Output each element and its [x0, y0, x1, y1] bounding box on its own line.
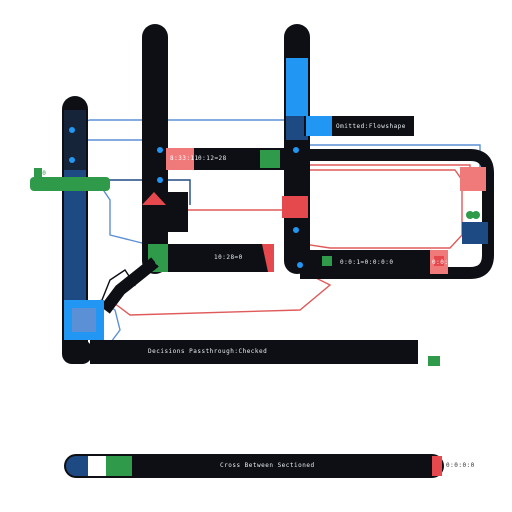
bottom-tag-label: 0:0:0:0 — [446, 462, 475, 469]
connector-red-loop — [299, 169, 463, 249]
node-icon — [293, 227, 299, 233]
cloud-icon — [155, 259, 161, 265]
green-arm — [30, 177, 110, 191]
node-icon — [297, 262, 303, 268]
connector-blue-left — [99, 184, 151, 246]
right-loop-navy — [462, 222, 488, 244]
cloud-icons — [155, 211, 480, 265]
lower-bar-tag — [428, 356, 440, 366]
upper-mid-bar-label: 0:12=28 — [198, 155, 227, 162]
node-icon — [69, 127, 75, 133]
node-icon — [157, 177, 163, 183]
node-icons — [69, 127, 303, 268]
bottom-bar — [64, 454, 444, 478]
left-rail-fill — [64, 170, 86, 340]
lower-bar — [90, 340, 418, 364]
right-red-block — [282, 196, 308, 218]
left-blue-block-inner — [72, 308, 96, 332]
center-bar — [148, 244, 272, 272]
node-icon — [293, 147, 299, 153]
connector-blue-top — [71, 119, 301, 140]
bottom-bar-label: Cross Between Sectioned — [220, 462, 315, 469]
cloud-icon — [466, 211, 474, 219]
upper-mid-bar-cap — [166, 148, 194, 170]
node-icon — [69, 157, 75, 163]
right-mid-tag-label: 0:0:0 — [432, 259, 453, 266]
right-red-dark — [286, 218, 308, 236]
right-rail-blue — [286, 58, 308, 116]
grid-icon — [34, 168, 42, 178]
left-small-tag-label: 0:0 — [34, 170, 47, 177]
lower-bar-label: Decisions Passthrough:Checked — [148, 348, 268, 355]
cloud-icon — [472, 211, 480, 219]
lower-bar-left-cap — [62, 340, 92, 364]
cloud-icon — [155, 249, 161, 255]
right-loop-salmon — [460, 167, 486, 191]
upper-mid-bar-green — [260, 150, 280, 168]
right-loop-rail — [300, 149, 494, 279]
top-blue-bar-cap — [306, 116, 332, 136]
bottom-bar-green — [106, 456, 132, 476]
red-marker — [142, 192, 166, 205]
center-bar-red — [262, 244, 274, 272]
grid-icon — [322, 256, 332, 266]
connector-red-diag — [109, 269, 332, 316]
right-rail-navy — [286, 116, 308, 140]
center-bar-label: 10:28=0 — [214, 254, 243, 261]
grid-icon — [434, 256, 444, 266]
diag-rail — [100, 257, 159, 314]
node-icon — [157, 147, 163, 153]
left-rail-top — [64, 110, 86, 170]
right-mid-bar-label: 0:0:1=0:0:0:0 — [340, 259, 394, 266]
bottom-bar-white — [88, 456, 106, 476]
bottom-bar-red — [432, 456, 442, 476]
upper-mid-tag-label: 8:33:11 — [170, 155, 199, 162]
top-blue-bar-label: Omitted:Flowshape — [336, 123, 406, 130]
